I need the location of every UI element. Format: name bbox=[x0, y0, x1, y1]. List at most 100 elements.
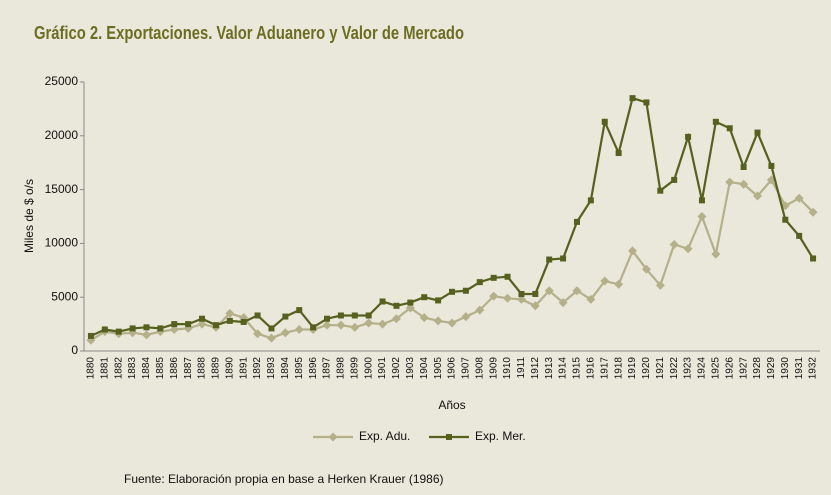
data-point bbox=[712, 118, 719, 125]
chart-title: Gráfico 2. Exportaciones. Valor Aduanero… bbox=[34, 23, 464, 43]
x-tick-label: 1916 bbox=[586, 357, 597, 380]
data-point bbox=[669, 239, 679, 249]
legend-label: Exp. Adu. bbox=[359, 429, 410, 443]
x-tick-label: 1923 bbox=[683, 357, 694, 380]
x-tick-label: 1896 bbox=[308, 357, 319, 380]
data-point bbox=[350, 322, 360, 332]
x-tick-label: 1911 bbox=[516, 357, 527, 379]
data-point bbox=[393, 302, 400, 309]
data-point bbox=[532, 290, 539, 297]
data-point bbox=[199, 315, 206, 322]
data-point bbox=[810, 255, 817, 262]
data-point bbox=[253, 329, 263, 339]
y-axis-label: Miles de $ o/s bbox=[22, 179, 36, 253]
data-point bbox=[600, 276, 610, 286]
data-point bbox=[685, 133, 692, 140]
x-tick-label: 1904 bbox=[419, 357, 430, 380]
data-point bbox=[518, 290, 525, 297]
data-point bbox=[657, 187, 664, 194]
data-point bbox=[586, 294, 596, 304]
data-point bbox=[212, 322, 219, 329]
data-point bbox=[504, 273, 511, 280]
x-tick-label: 1900 bbox=[363, 357, 374, 380]
data-point bbox=[378, 319, 388, 329]
data-point bbox=[489, 291, 499, 301]
data-point bbox=[407, 299, 414, 306]
data-point bbox=[573, 218, 580, 225]
x-tick-label: 1924 bbox=[697, 357, 708, 380]
y-tick-label: 0 bbox=[71, 343, 78, 357]
legend-marker bbox=[446, 434, 452, 440]
data-point bbox=[753, 191, 763, 201]
x-tick-label: 1928 bbox=[752, 357, 763, 380]
data-point bbox=[197, 319, 207, 329]
data-point bbox=[447, 318, 457, 328]
x-tick-label: 1888 bbox=[197, 357, 208, 380]
data-point bbox=[169, 324, 179, 334]
data-point bbox=[587, 197, 594, 204]
x-tick-label: 1893 bbox=[266, 357, 277, 380]
data-point bbox=[503, 293, 513, 303]
data-point bbox=[419, 313, 429, 323]
x-tick-label: 1915 bbox=[572, 357, 583, 380]
data-point bbox=[129, 325, 136, 332]
x-tick-label: 1891 bbox=[238, 357, 249, 380]
data-point bbox=[558, 298, 568, 308]
data-point bbox=[572, 286, 582, 296]
data-point bbox=[808, 207, 818, 217]
x-tick-label: 1910 bbox=[502, 357, 513, 380]
data-point bbox=[254, 312, 261, 319]
data-point bbox=[601, 118, 608, 125]
x-tick-label: 1903 bbox=[405, 357, 416, 380]
data-point bbox=[435, 297, 442, 304]
data-point bbox=[294, 324, 304, 334]
data-point bbox=[544, 286, 554, 296]
x-tick-label: 1919 bbox=[627, 357, 638, 380]
x-tick-label: 1920 bbox=[641, 357, 652, 380]
y-tick-label: 15000 bbox=[45, 182, 79, 196]
x-tick-label: 1917 bbox=[599, 357, 610, 380]
x-tick-label: 1895 bbox=[294, 357, 305, 380]
x-tick-label: 1914 bbox=[558, 357, 569, 380]
source-note: Fuente: Elaboración propia en base a Her… bbox=[124, 472, 444, 486]
x-tick-label: 1889 bbox=[211, 357, 222, 380]
data-point bbox=[421, 294, 428, 301]
data-point bbox=[87, 332, 94, 339]
x-tick-label: 1909 bbox=[488, 357, 499, 380]
x-tick-label: 1884 bbox=[141, 357, 152, 380]
y-tick-label: 20000 bbox=[45, 128, 79, 142]
data-point bbox=[629, 95, 636, 102]
data-point bbox=[475, 305, 485, 315]
x-tick-label: 1887 bbox=[183, 357, 194, 380]
x-tick-label: 1902 bbox=[391, 357, 402, 380]
x-tick-label: 1926 bbox=[724, 357, 735, 380]
x-tick-label: 1894 bbox=[280, 357, 291, 380]
data-point bbox=[796, 232, 803, 239]
data-point bbox=[782, 216, 789, 223]
x-tick-label: 1913 bbox=[544, 357, 555, 380]
x-tick-label: 1932 bbox=[808, 357, 819, 380]
data-point bbox=[336, 320, 346, 330]
x-tick-label: 1890 bbox=[224, 357, 235, 380]
data-point bbox=[282, 313, 289, 320]
x-tick-label: 1898 bbox=[336, 357, 347, 380]
data-point bbox=[226, 317, 233, 324]
data-point bbox=[461, 312, 471, 322]
data-point bbox=[405, 303, 415, 313]
data-point bbox=[324, 315, 331, 322]
data-point bbox=[225, 308, 235, 318]
y-tick-label: 5000 bbox=[51, 289, 78, 303]
x-tick-label: 1886 bbox=[169, 357, 180, 380]
data-point bbox=[449, 288, 455, 295]
x-tick-label: 1899 bbox=[349, 357, 360, 380]
x-tick-label: 1901 bbox=[377, 357, 388, 380]
data-point bbox=[101, 326, 108, 333]
data-point bbox=[516, 294, 526, 304]
data-point bbox=[726, 125, 733, 132]
data-point bbox=[643, 99, 650, 106]
data-point bbox=[671, 176, 678, 183]
x-tick-label: 1907 bbox=[461, 357, 472, 380]
x-tick-label: 1892 bbox=[252, 357, 263, 380]
data-point bbox=[141, 330, 151, 340]
data-point bbox=[365, 312, 372, 319]
